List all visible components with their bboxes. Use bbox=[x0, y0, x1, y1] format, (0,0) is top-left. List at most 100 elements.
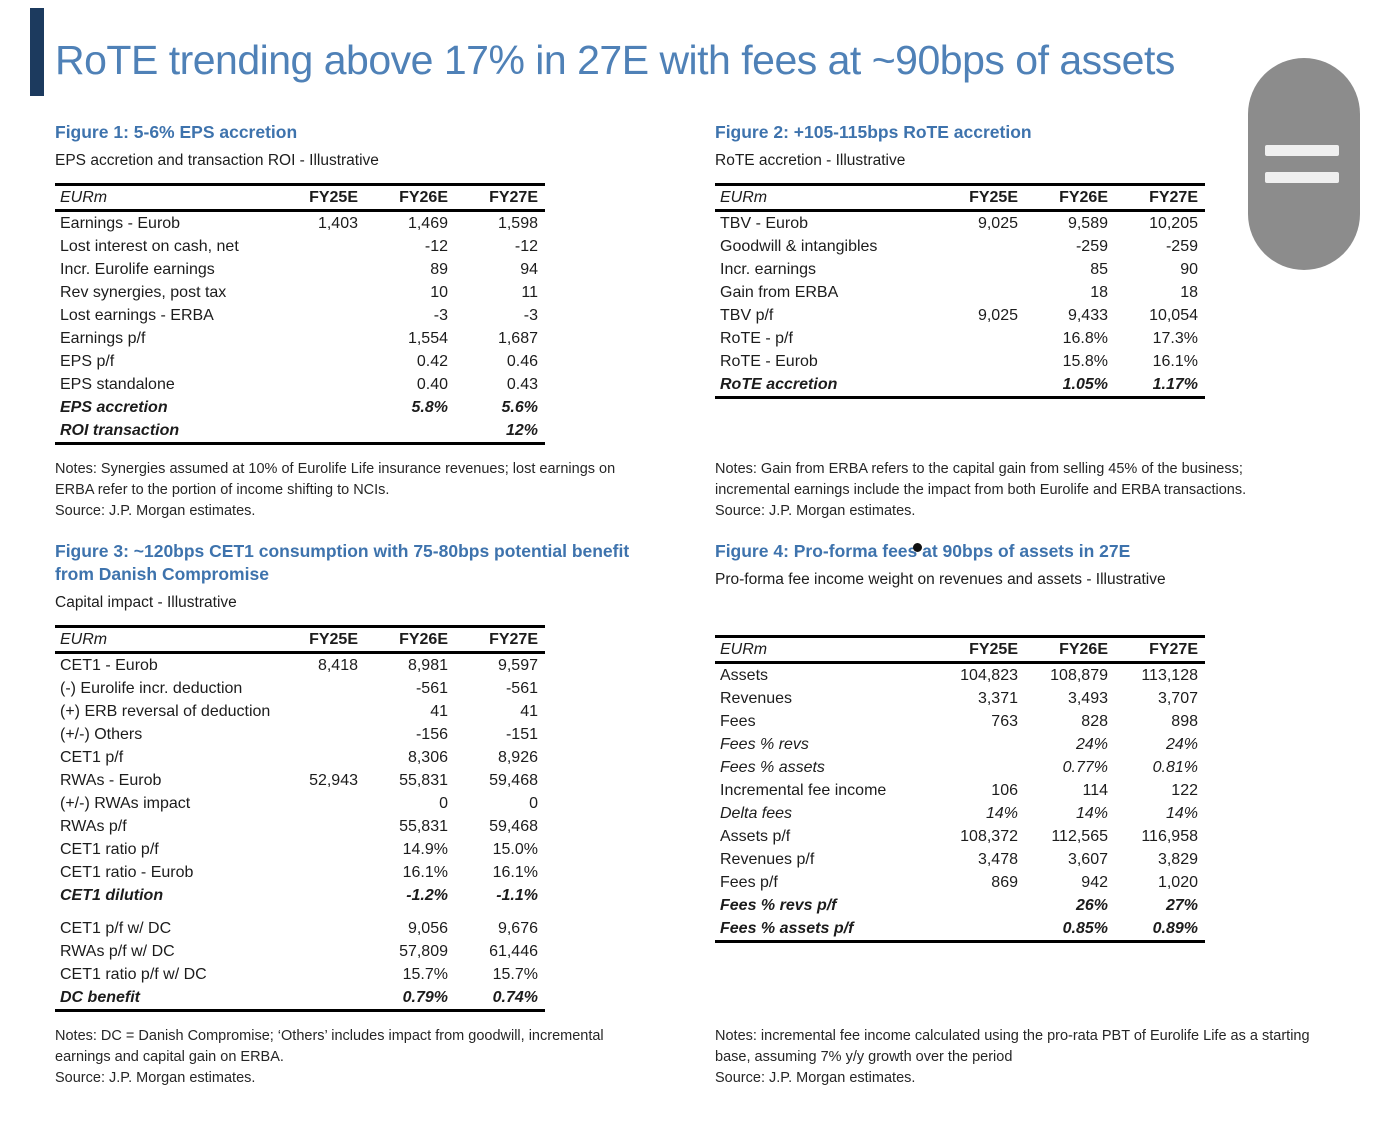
row-label: Goodwill & intangibles bbox=[720, 237, 878, 255]
cell-value: 112,565 bbox=[1051, 827, 1108, 845]
cell-value: 3,371 bbox=[977, 689, 1018, 707]
table-row: CET1 p/f 8,306 8,926 bbox=[55, 746, 545, 769]
table-row: Fees % assets 0.77% 0.81% bbox=[715, 756, 1205, 779]
row-label: Gain from ERBA bbox=[720, 283, 839, 301]
table-row: Fees p/f 869 942 1,020 bbox=[715, 871, 1205, 894]
column-header: FY27E bbox=[1149, 640, 1198, 658]
table-row: Earnings - Eurob 1,403 1,469 1,598 bbox=[55, 211, 545, 236]
cell-value: 10,205 bbox=[1149, 214, 1198, 232]
row-label: CET1 dilution bbox=[60, 886, 164, 904]
scroll-menu-control[interactable] bbox=[1248, 58, 1360, 270]
table-row: DC benefit 0.79% 0.74% bbox=[55, 986, 545, 1011]
row-label: RWAs - Eurob bbox=[60, 771, 162, 789]
table-row: RoTE - Eurob 15.8% 16.1% bbox=[715, 350, 1205, 373]
table-header-row: EURm FY25E FY26E FY27E bbox=[715, 185, 1205, 211]
cell-value: -259 bbox=[1075, 237, 1108, 255]
row-label: TBV p/f bbox=[720, 306, 774, 324]
cell-value: 55,831 bbox=[399, 817, 448, 835]
figure-1-section: Figure 1: 5-6% EPS accretion EPS accreti… bbox=[55, 121, 667, 522]
cell-value bbox=[275, 304, 365, 327]
cell-value: -1.2% bbox=[406, 886, 448, 904]
figure-4-section: Figure 4: Pro-forma fees at 90bps of ass… bbox=[715, 540, 1327, 1089]
table-row: CET1 ratio - Eurob 16.1% 16.1% bbox=[55, 861, 545, 884]
cell-value bbox=[275, 677, 365, 700]
cell-value bbox=[275, 917, 365, 940]
figure-3-notes: Notes: DC = Danish Compromise; ‘Others’ … bbox=[55, 1012, 657, 1089]
figure-3-table: EURm FY25E FY26E FY27E CET1 - Eurob 8,418 8,98… bbox=[55, 625, 545, 1012]
row-label: Revenues bbox=[720, 689, 793, 707]
cell-value: 3,478 bbox=[977, 850, 1018, 868]
cell-value bbox=[935, 281, 1025, 304]
cell-value bbox=[275, 723, 365, 746]
row-label: RoTE - p/f bbox=[720, 329, 793, 347]
row-label: Incremental fee income bbox=[720, 781, 887, 799]
cell-value: -3 bbox=[523, 306, 538, 324]
table-row: Revenues 3,371 3,493 3,707 bbox=[715, 687, 1205, 710]
table-row: (+/-) Others -156 -151 bbox=[55, 723, 545, 746]
cell-value: -259 bbox=[1165, 237, 1198, 255]
cell-value: 0 bbox=[529, 794, 538, 812]
cell-value: 9,589 bbox=[1067, 214, 1108, 232]
figure-2-heading: Figure 2: +105-115bps RoTE accretion bbox=[715, 122, 1032, 142]
column-header: FY26E bbox=[399, 188, 448, 206]
cell-value: 61,446 bbox=[489, 942, 538, 960]
cell-value: 8,306 bbox=[407, 748, 448, 766]
spacer-cell bbox=[55, 907, 545, 917]
unit-label: EURm bbox=[60, 630, 108, 648]
row-label: Fees % revs p/f bbox=[720, 896, 837, 914]
column-header: FY27E bbox=[489, 188, 538, 206]
figure-2-table: EURm FY25E FY26E FY27E TBV - Eurob 9,025 9,589… bbox=[715, 183, 1205, 399]
table-row: (+/-) RWAs impact 0 0 bbox=[55, 792, 545, 815]
cell-value: 14.9% bbox=[402, 840, 448, 858]
cell-value: 11 bbox=[521, 283, 538, 301]
cell-value: 942 bbox=[1081, 873, 1108, 891]
cell-value: 104,823 bbox=[960, 666, 1018, 684]
cell-value bbox=[275, 327, 365, 350]
row-label: (+) ERB reversal of deduction bbox=[60, 702, 271, 720]
table-row: EPS p/f 0.42 0.46 bbox=[55, 350, 545, 373]
row-label: RoTE accretion bbox=[720, 375, 838, 393]
cell-value: 10,054 bbox=[1149, 306, 1198, 324]
column-header: FY26E bbox=[1059, 188, 1108, 206]
row-label: CET1 ratio p/f w/ DC bbox=[60, 965, 207, 983]
cell-value: 1.17% bbox=[1152, 375, 1198, 393]
row-label: Assets p/f bbox=[720, 827, 791, 845]
row-label: CET1 p/f bbox=[60, 748, 124, 766]
cell-value: 1,469 bbox=[407, 214, 448, 232]
row-label: CET1 ratio - Eurob bbox=[60, 863, 194, 881]
cell-value: 763 bbox=[991, 712, 1018, 730]
cell-value: 90 bbox=[1180, 260, 1198, 278]
unit-label: EURm bbox=[60, 188, 108, 206]
table-row: RoTE accretion 1.05% 1.17% bbox=[715, 373, 1205, 398]
row-label: Earnings - Eurob bbox=[60, 214, 181, 232]
cell-value: 26% bbox=[1075, 896, 1108, 914]
figure-4-heading: Figure 4: Pro-forma fees at 90bps of ass… bbox=[715, 541, 1131, 561]
cell-value bbox=[275, 986, 365, 1011]
cell-value: 1.05% bbox=[1062, 375, 1108, 393]
table-row: Gain from ERBA 18 18 bbox=[715, 281, 1205, 304]
row-label: ROI transaction bbox=[60, 421, 180, 439]
cell-value: 94 bbox=[520, 260, 538, 278]
cell-value: 113,128 bbox=[1141, 666, 1198, 684]
cell-value: 18 bbox=[1180, 283, 1198, 301]
notes-text: Notes: Gain from ERBA refers to the capi… bbox=[715, 461, 1247, 498]
menu-icon bbox=[1265, 172, 1339, 183]
column-header: FY25E bbox=[969, 188, 1018, 206]
row-label: Revenues p/f bbox=[720, 850, 815, 868]
table-row: Delta fees 14% 14% 14% bbox=[715, 802, 1205, 825]
table-row: Fees % revs p/f 26% 27% bbox=[715, 894, 1205, 917]
table-row: Earnings p/f 1,554 1,687 bbox=[55, 327, 545, 350]
cell-value: 15.7% bbox=[492, 965, 538, 983]
cell-value: 0.77% bbox=[1062, 758, 1108, 776]
table-row: EPS standalone 0.40 0.43 bbox=[55, 373, 545, 396]
cell-value: -3 bbox=[433, 306, 448, 324]
cell-value: 14% bbox=[1165, 804, 1198, 822]
table-row: CET1 - Eurob 8,418 8,981 9,597 bbox=[55, 653, 545, 678]
source-text: Source: J.P. Morgan estimates. bbox=[715, 1070, 916, 1086]
source-text: Source: J.P. Morgan estimates. bbox=[55, 1070, 256, 1086]
cell-value: 8,418 bbox=[317, 656, 358, 674]
notes-text: Notes: Synergies assumed at 10% of Eurol… bbox=[55, 461, 616, 498]
row-label: EPS p/f bbox=[60, 352, 115, 370]
table-row: Rev synergies, post tax 10 11 bbox=[55, 281, 545, 304]
row-label: Fees % revs bbox=[720, 735, 809, 753]
